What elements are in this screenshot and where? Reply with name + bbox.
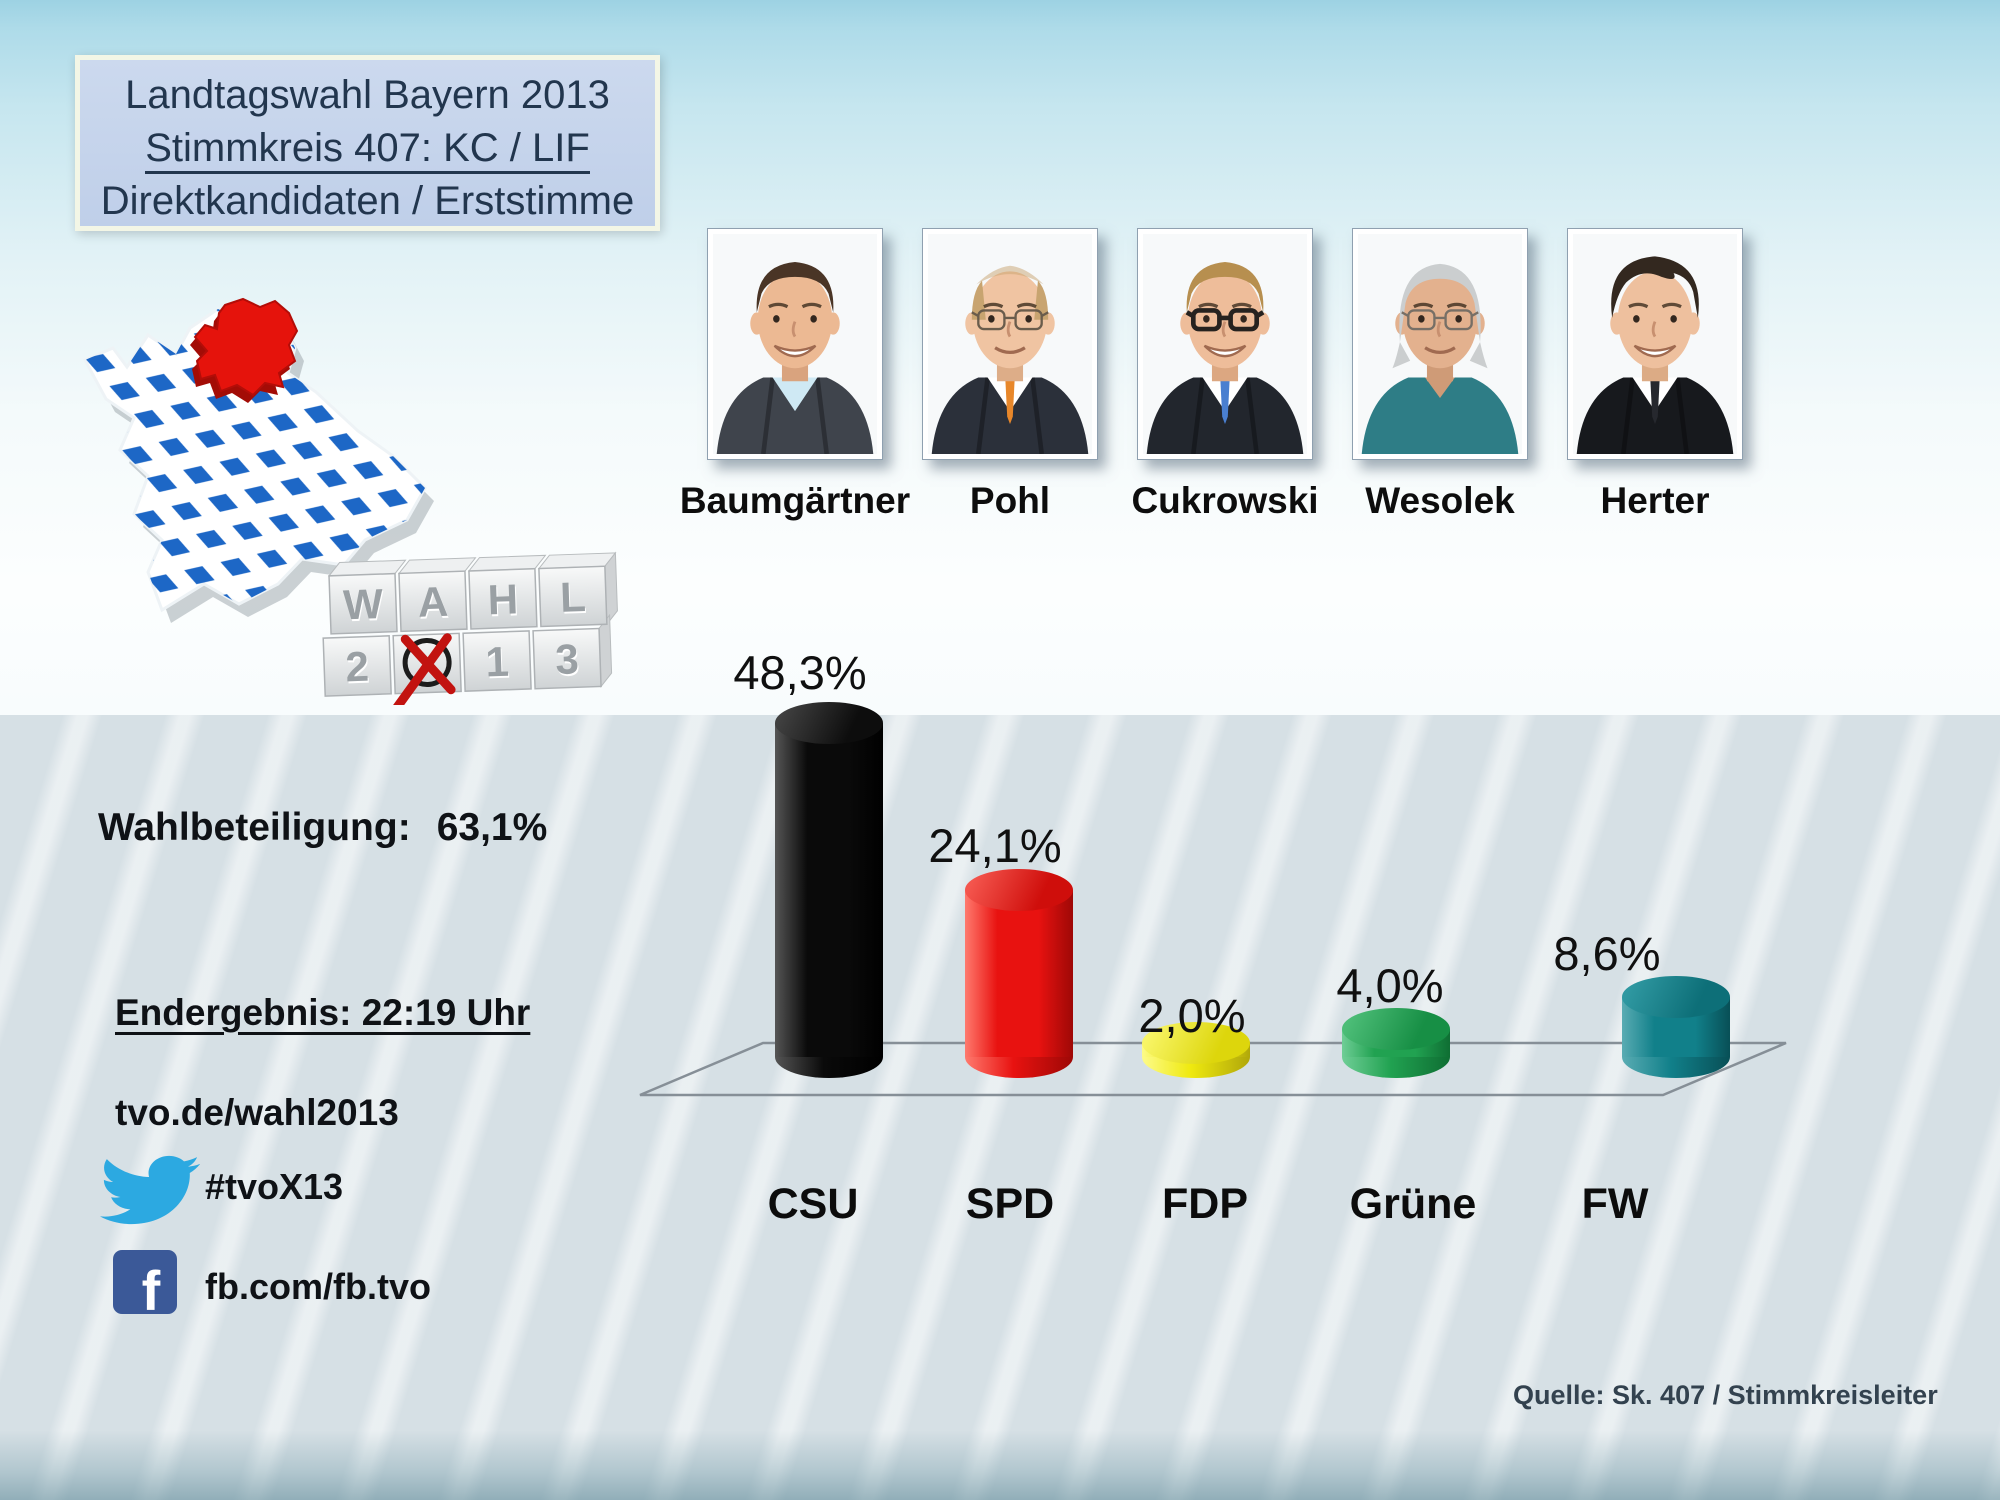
bar-value-label: 24,1%	[928, 819, 1062, 872]
bar-value-label: 4,0%	[1336, 959, 1444, 1012]
candidate-name: Pohl	[969, 480, 1051, 521]
bar-category-label: FDP	[1162, 1180, 1248, 1228]
title-box: Landtagswahl Bayern 2013 Stimmkreis 407:…	[75, 55, 660, 231]
crossed-ballot-mark	[389, 633, 456, 705]
bar-value-label: 8,6%	[1553, 927, 1661, 980]
candidate-photo	[1137, 228, 1313, 460]
candidate-photo	[922, 228, 1098, 460]
bar-category-label: CSU	[767, 1180, 859, 1228]
bar-value-label: 2,0%	[1138, 989, 1246, 1042]
source-text: Quelle: Sk. 407 / Stimmkreisleiter	[1513, 1380, 1938, 1410]
candidate-photo	[1567, 228, 1743, 460]
wahl-digit: 3	[555, 635, 580, 683]
bar-value-label: 48,3%	[733, 646, 867, 699]
bar-category-label: Grüne	[1349, 1180, 1477, 1228]
candidate-name: Cukrowski	[1131, 480, 1319, 521]
wahl-letter: H	[487, 575, 519, 623]
wahl-letter: A	[417, 578, 449, 626]
bar-SPD	[965, 869, 1073, 911]
turnout-value: 63,1%	[436, 806, 548, 849]
facebook-icon: f	[113, 1250, 177, 1314]
website-text: tvo.de/wahl2013	[115, 1092, 399, 1133]
turnout-label: Wahlbeteiligung:	[98, 806, 411, 849]
candidate-photo	[1352, 228, 1528, 460]
bar-Grüne	[1342, 1008, 1450, 1050]
bavaria-map: W A H L 2 1 3	[82, 297, 618, 705]
bar-CSU	[775, 723, 883, 1057]
wahl-2013-blocks: W A H L 2 1 3	[322, 551, 618, 705]
candidate-name: Herter	[1600, 480, 1710, 521]
twitter-icon	[100, 1155, 200, 1225]
bar-category-label: FW	[1581, 1180, 1649, 1228]
wahl-letter: L	[559, 573, 586, 621]
wahl-letter: W	[342, 580, 384, 628]
turnout-text: Wahlbeteiligung: 63,1%	[98, 806, 547, 850]
bar-SPD	[965, 890, 1073, 1057]
map-shape	[82, 297, 434, 623]
title-line3: Direktkandidaten / Erststimme	[100, 179, 635, 223]
facebook-url: fb.com/fb.tvo	[205, 1266, 431, 1307]
title-line1: Landtagswahl Bayern 2013	[125, 73, 610, 117]
bar-category-label: SPD	[965, 1180, 1055, 1228]
final-result-text: Endergebnis: 22:19 Uhr	[115, 992, 531, 1033]
background-floor	[0, 715, 2000, 1500]
twitter-hashtag: #tvoX13	[205, 1166, 344, 1207]
map-highlight-region	[190, 297, 299, 403]
bar-FW	[1622, 976, 1730, 1018]
wahl-digit: 1	[485, 638, 510, 686]
title-line2: Stimmkreis 407: KC / LIF	[145, 126, 590, 174]
svg-text:f: f	[142, 1259, 161, 1314]
candidate-name: Wesolek	[1365, 480, 1515, 521]
bar-CSU	[775, 702, 883, 744]
candidate-photo	[707, 228, 883, 460]
wahl-digit: 2	[345, 643, 370, 691]
candidate-name: Baumgärtner	[679, 480, 911, 521]
